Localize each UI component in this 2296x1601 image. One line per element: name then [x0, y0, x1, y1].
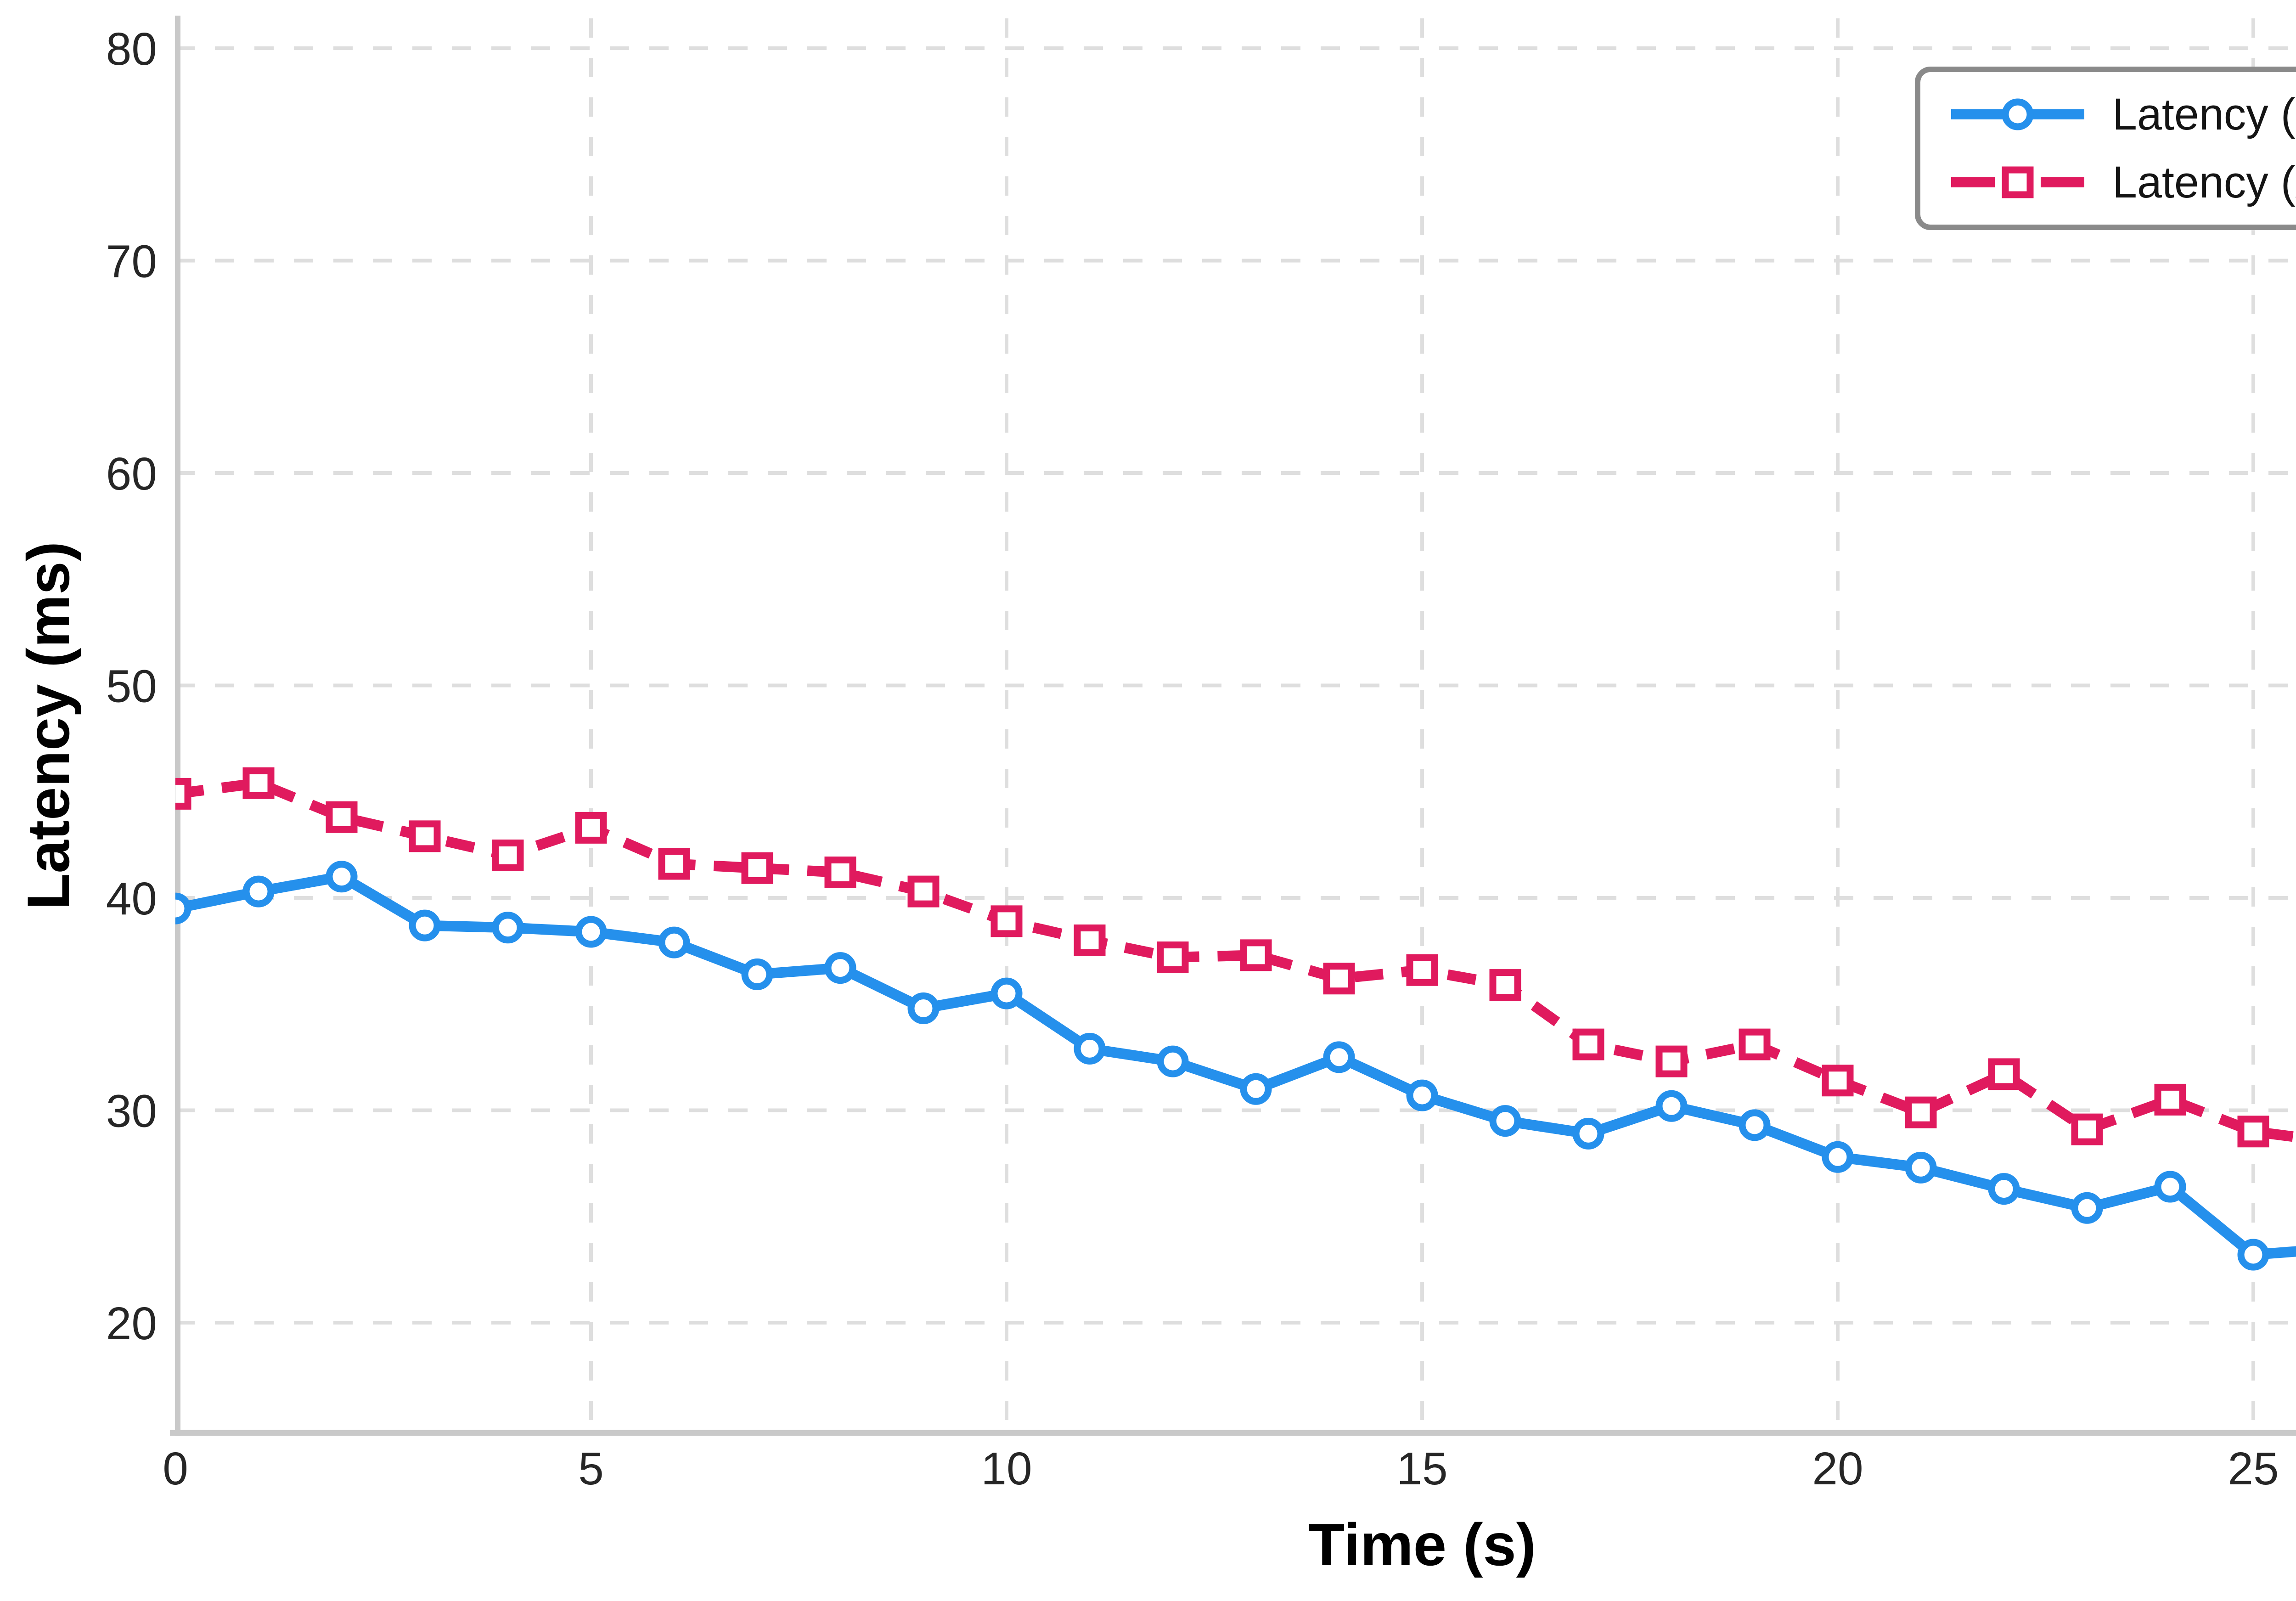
x-tick-label: 15 [1396, 1443, 1447, 1494]
data-point-square [741, 852, 773, 884]
y-tick-label: 70 [106, 236, 157, 288]
data-point-square [175, 778, 191, 810]
y-tick-label: 80 [106, 23, 157, 75]
data-point-square [2071, 1113, 2103, 1145]
data-point-circle [242, 875, 275, 908]
tick-labels: 20304050607080051015202530 [106, 23, 2279, 1494]
data-point-circle [1074, 1032, 1106, 1065]
data-point-circle [175, 892, 191, 925]
data-point-circle [2154, 1171, 2186, 1203]
data-point-square [1074, 925, 1106, 956]
legend-item-deepedgeids: Latency (DeepEdgeIDS) [1949, 87, 2296, 142]
legend-swatch-dash-square-icon [1951, 166, 2084, 198]
data-point-circle [1988, 1173, 2020, 1205]
data-point-circle [492, 912, 524, 944]
data-point-square [1489, 969, 1521, 1001]
data-point-square [2154, 1083, 2186, 1116]
data-point-circle [990, 977, 1023, 1009]
data-point-square [326, 801, 358, 833]
data-point-square [1905, 1096, 1937, 1128]
data-point-circle [2237, 1239, 2269, 1271]
data-point-square [2237, 1116, 2269, 1148]
data-point-square [824, 857, 856, 888]
data-point-square [1739, 1028, 1771, 1060]
data-point-circle [1323, 1041, 1355, 1073]
x-tick-label: 10 [981, 1443, 1032, 1494]
x-tick-label: 0 [163, 1443, 188, 1494]
data-point-square [492, 840, 524, 871]
x-axis-title: Time (s) [1308, 1511, 1536, 1578]
x-tick-label: 20 [1812, 1443, 1863, 1494]
data-point-square [907, 875, 940, 908]
legend: Latency (DeepEdgeIDS) Latency (AutoDRL-I… [1915, 67, 2296, 230]
data-point-circle [575, 916, 607, 948]
data-point-square [1240, 939, 1272, 971]
data-point-square [1323, 963, 1355, 995]
legend-label-deepedgeids: Latency (DeepEdgeIDS) [2112, 89, 2296, 139]
data-point-circle [2071, 1192, 2103, 1224]
data-point-circle [658, 926, 690, 958]
data-point-square [575, 812, 607, 844]
data-point-square [1572, 1028, 1604, 1060]
data-point-circle [1157, 1045, 1189, 1077]
data-point-square [990, 905, 1023, 937]
data-point-circle [409, 909, 441, 941]
gridlines [175, 18, 2296, 1433]
legend-swatch-line-circle-icon [1951, 98, 2084, 130]
data-point-square [1822, 1065, 1854, 1097]
legend-item-autodrlids: Latency (AutoDRL-IDS) [1949, 155, 2296, 210]
data-point-circle [1572, 1117, 1604, 1150]
y-tick-label: 40 [106, 873, 157, 925]
y-tick-label: 20 [106, 1298, 157, 1349]
data-point-square [1406, 954, 1438, 986]
data-point-circle [907, 992, 940, 1024]
data-point-circle [1240, 1073, 1272, 1105]
y-tick-label: 30 [106, 1086, 157, 1137]
data-point-square [1988, 1058, 2020, 1090]
x-tick-label: 5 [578, 1443, 604, 1494]
data-point-square [1157, 941, 1189, 973]
data-point-square [409, 820, 441, 852]
legend-label-autodrlids: Latency (AutoDRL-IDS) [2112, 157, 2296, 207]
x-tick-label: 25 [2228, 1443, 2279, 1494]
data-point-square [242, 767, 275, 799]
data-point-circle [824, 952, 856, 984]
series-layer [175, 767, 2296, 1271]
y-axis-title: Latency (ms) [15, 541, 82, 910]
axes-spines [170, 16, 2296, 1436]
y-tick-label: 60 [106, 448, 157, 500]
y-tick-label: 50 [106, 661, 157, 712]
data-point-circle [1822, 1141, 1854, 1173]
data-point-circle [741, 958, 773, 990]
data-point-square [1655, 1045, 1688, 1077]
data-point-circle [1489, 1105, 1521, 1137]
data-point-circle [1905, 1151, 1937, 1184]
data-point-square [658, 848, 690, 880]
data-point-circle [1739, 1109, 1771, 1141]
data-point-circle [1655, 1090, 1688, 1122]
data-point-circle [326, 861, 358, 893]
data-point-circle [1406, 1079, 1438, 1111]
